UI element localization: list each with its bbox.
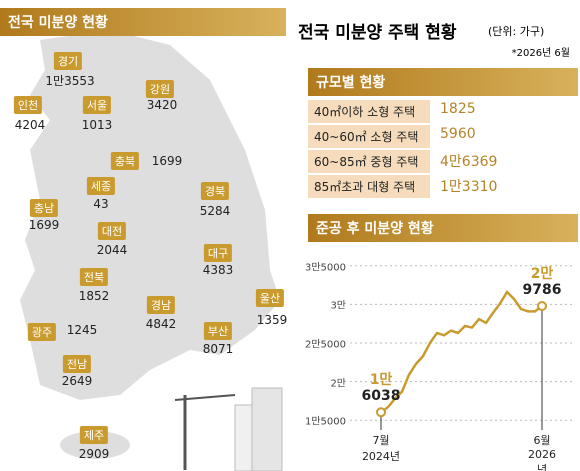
point — [376, 407, 386, 418]
region-name: 충북 — [110, 152, 140, 170]
region-name: 충남 — [29, 199, 59, 217]
region-value: 2909 — [78, 447, 110, 461]
line — [380, 289, 543, 414]
value-label: 2만 9786 — [522, 265, 562, 298]
y-tick-label: 1만5000 — [304, 416, 346, 428]
row-value: 1825 — [440, 101, 476, 117]
jeju-shape — [60, 431, 130, 459]
region-name: 경남 — [146, 296, 176, 314]
region-name: 전북 — [79, 268, 109, 286]
region-name: 제주 — [79, 426, 109, 444]
region-name: 광주 — [27, 323, 57, 341]
region-value: 2649 — [61, 374, 93, 388]
y-tick-label: 2만5000 — [304, 339, 346, 351]
region-name: 부산 — [203, 322, 233, 340]
region-name: 대구 — [203, 244, 233, 262]
region-value: 1359 — [256, 313, 288, 327]
region-value: 4842 — [145, 317, 177, 331]
region-name: 경기 — [53, 52, 83, 70]
page-title: 전국 미분양 주택 현황 — [298, 23, 457, 43]
buildings — [174, 387, 283, 471]
region-value: 8071 — [202, 342, 234, 356]
region-value: 1852 — [78, 289, 110, 303]
region-value: 43 — [93, 197, 109, 211]
y-tick-label: 3만5000 — [304, 262, 346, 274]
map-shape — [20, 30, 280, 400]
point — [537, 301, 547, 312]
region-name: 서울 — [82, 96, 112, 114]
unit: (단위: 가구) — [488, 25, 545, 38]
region-value: 1245 — [66, 323, 98, 337]
row-value: 4만6369 — [440, 154, 498, 170]
x-tick-label: 7월 2024년 — [361, 434, 401, 463]
region-name: 대전 — [97, 222, 127, 240]
region-value: 4204 — [14, 118, 46, 132]
row-label: 60~85㎡ 중형 주택 — [308, 150, 430, 173]
region-name: 강원 — [145, 80, 175, 98]
y-tick-label: 2만 — [330, 378, 346, 390]
region-value: 5284 — [199, 204, 231, 218]
table-title: 규모별 현황 — [308, 68, 578, 96]
region-value: 1만3553 — [45, 74, 95, 88]
region-value: 1699 — [151, 154, 183, 168]
region-value: 2044 — [96, 243, 128, 257]
y-tick-label: 3만 — [330, 300, 346, 312]
row-label: 85㎡초과 대형 주택 — [308, 175, 430, 198]
region-value: 1013 — [81, 118, 113, 132]
value-label: 1만 6038 — [361, 372, 401, 405]
row-value: 1만3310 — [440, 179, 498, 195]
date: *2026년 6월 — [511, 48, 570, 59]
row-value: 5960 — [440, 126, 476, 142]
region-name: 울산 — [255, 289, 285, 307]
row-label: 40~60㎡ 소형 주택 — [308, 125, 430, 148]
x-tick-label: 6월 2026년 — [528, 434, 556, 471]
region-name: 경북 — [200, 182, 230, 200]
chart-title: 준공 후 미분양 현황 — [308, 214, 578, 242]
region-value: 4383 — [202, 263, 234, 277]
region-name: 세종 — [86, 177, 116, 195]
region-name: 전남 — [62, 355, 92, 373]
region-name: 인천 — [13, 96, 43, 114]
region-value: 1699 — [28, 218, 60, 232]
row-label: 40㎡이하 소형 주택 — [308, 100, 430, 123]
map-title: 전국 미분양 현황 — [0, 8, 286, 36]
region-value: 3420 — [146, 98, 178, 112]
